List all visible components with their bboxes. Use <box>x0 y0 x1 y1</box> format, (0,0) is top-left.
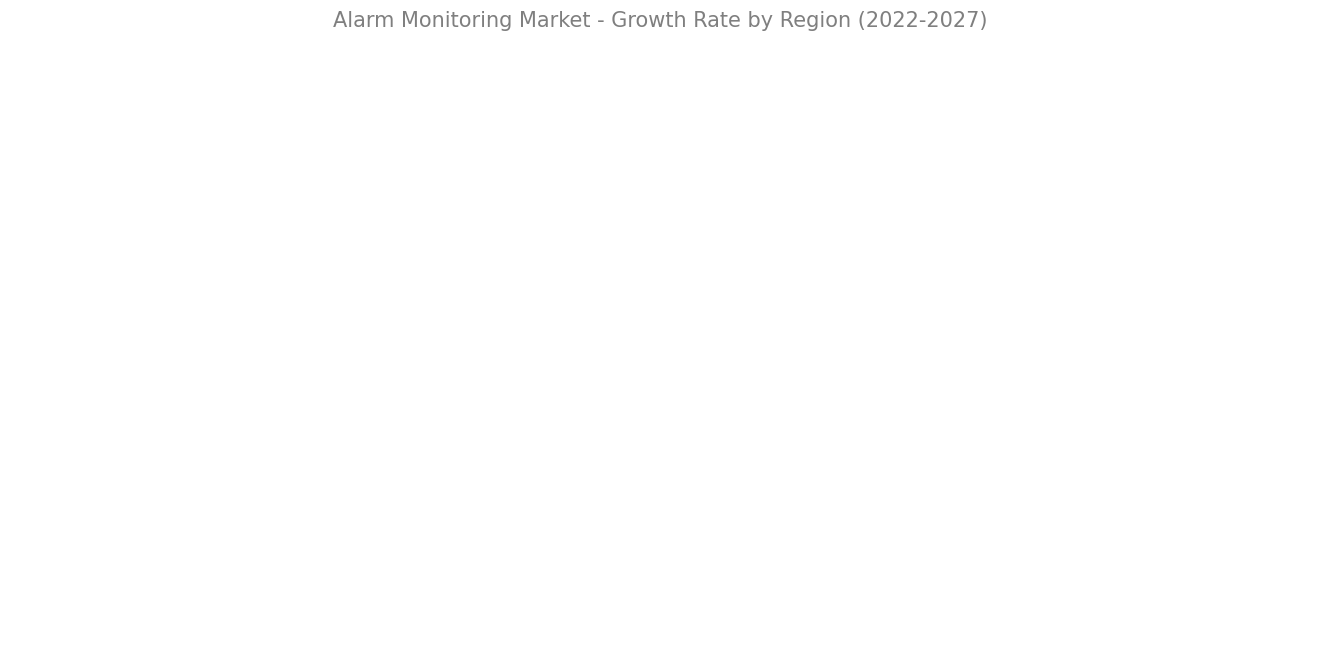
Text: Alarm Monitoring Market - Growth Rate by Region (2022-2027): Alarm Monitoring Market - Growth Rate by… <box>333 11 987 31</box>
